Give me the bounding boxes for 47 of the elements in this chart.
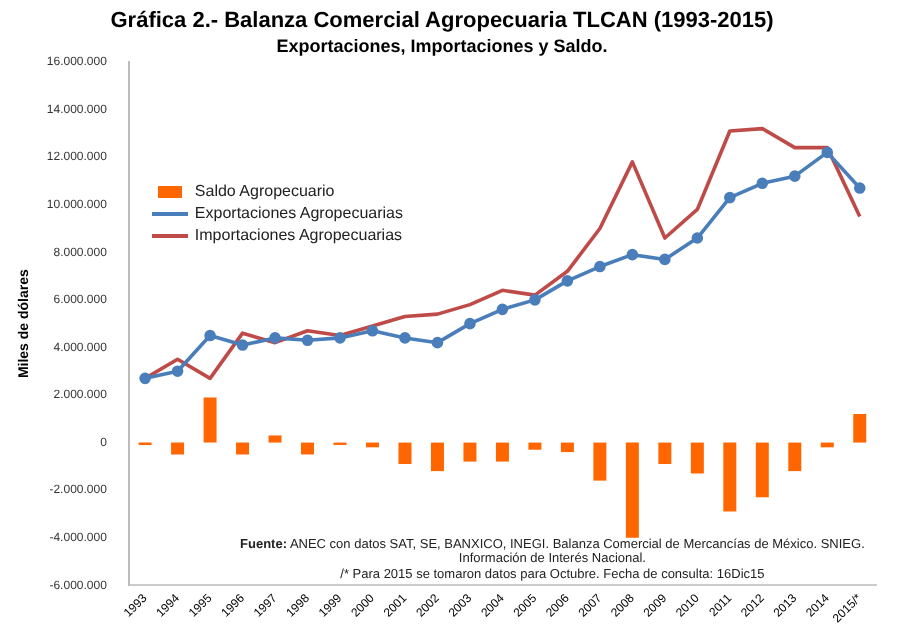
legend-label: Saldo Agropecuario (194, 182, 335, 201)
point (788, 170, 801, 182)
point (626, 248, 639, 261)
bar (723, 442, 737, 512)
bar (236, 442, 250, 455)
chart-subtitle: Exportaciones, Importaciones y Saldo. (276, 36, 608, 57)
bar (301, 442, 315, 455)
chart-title: Gráfica 2.- Balanza Comercial Agropecuaria TLCAN (1993-2015) (110, 9, 775, 34)
point (269, 332, 281, 344)
bar (495, 442, 509, 462)
point (236, 339, 249, 351)
bar (560, 442, 574, 453)
bar (398, 442, 412, 464)
point (301, 334, 314, 347)
bar (430, 442, 444, 472)
point (821, 146, 834, 159)
point (431, 336, 444, 349)
bar (625, 442, 639, 538)
point (594, 260, 606, 273)
point (529, 294, 541, 306)
legend-label: Exportaciones Agropecuarias (194, 204, 403, 223)
point (659, 253, 671, 266)
bar (690, 442, 704, 474)
point (366, 324, 379, 337)
bar (203, 397, 217, 443)
point (691, 232, 704, 244)
legend-label: Importaciones Agropecuarias (194, 226, 403, 245)
point (496, 303, 509, 316)
bar (658, 442, 672, 464)
point (334, 332, 346, 344)
point (171, 365, 184, 378)
point (204, 329, 216, 342)
bar (755, 442, 769, 498)
bar (853, 414, 867, 443)
bar (268, 435, 282, 443)
bar (788, 442, 802, 472)
bar (593, 442, 607, 481)
bar (171, 442, 185, 455)
point (139, 372, 151, 385)
point (724, 191, 736, 204)
point (561, 275, 574, 287)
point (756, 177, 769, 190)
point (399, 332, 411, 344)
point (853, 182, 866, 194)
bar (528, 442, 542, 450)
bar (463, 442, 477, 462)
point (464, 317, 476, 330)
